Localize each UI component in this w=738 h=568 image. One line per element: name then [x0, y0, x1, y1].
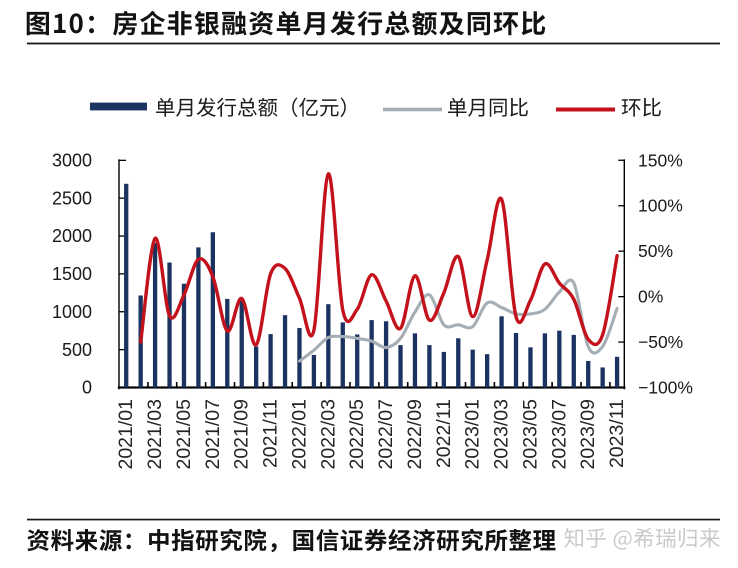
svg-text:3000: 3000: [52, 151, 92, 171]
svg-text:50%: 50%: [638, 241, 673, 261]
svg-text:2023/09: 2023/09: [577, 399, 599, 470]
svg-text:2023/05: 2023/05: [520, 399, 542, 470]
svg-text:2022/01: 2022/01: [289, 399, 311, 470]
svg-text:2021/07: 2021/07: [202, 399, 224, 470]
svg-text:2021/03: 2021/03: [144, 399, 166, 470]
svg-text:150%: 150%: [638, 150, 683, 170]
svg-text:2500: 2500: [52, 188, 92, 208]
svg-text:500: 500: [62, 340, 92, 360]
svg-text:2021/11: 2021/11: [260, 399, 282, 468]
svg-text:2021/01: 2021/01: [115, 399, 137, 470]
svg-text:0%: 0%: [638, 287, 663, 307]
svg-text:2022/11: 2022/11: [433, 399, 455, 468]
svg-text:2023/11: 2023/11: [606, 399, 628, 468]
svg-text:−100%: −100%: [638, 378, 693, 398]
svg-text:0: 0: [82, 378, 92, 398]
svg-text:2000: 2000: [52, 226, 92, 246]
svg-text:2021/05: 2021/05: [173, 399, 195, 470]
svg-text:1000: 1000: [52, 302, 92, 322]
svg-text:2022/03: 2022/03: [317, 399, 339, 470]
svg-text:2021/09: 2021/09: [231, 399, 253, 470]
svg-text:1500: 1500: [52, 264, 92, 284]
svg-text:100%: 100%: [638, 196, 683, 216]
svg-text:2023/01: 2023/01: [462, 399, 484, 470]
svg-text:2022/05: 2022/05: [346, 399, 368, 470]
svg-text:2022/09: 2022/09: [404, 399, 426, 470]
svg-text:2022/07: 2022/07: [375, 399, 397, 470]
svg-text:2023/07: 2023/07: [548, 399, 570, 470]
svg-text:−50%: −50%: [638, 332, 683, 352]
svg-text:2023/03: 2023/03: [491, 399, 513, 470]
